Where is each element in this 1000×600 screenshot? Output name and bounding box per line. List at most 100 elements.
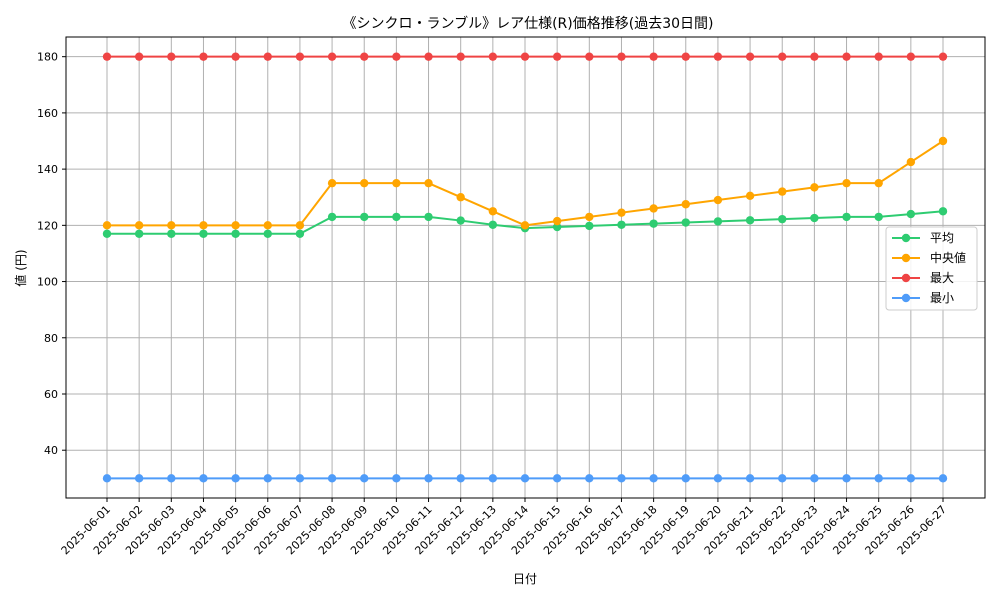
data-point <box>906 157 916 167</box>
data-point <box>231 474 240 483</box>
data-point <box>778 214 787 224</box>
data-point <box>327 52 337 61</box>
data-point <box>295 52 305 61</box>
y-tick-label: 80 <box>44 332 58 345</box>
data-point <box>681 200 690 209</box>
data-point <box>424 178 433 188</box>
data-point <box>713 195 723 205</box>
data-point <box>617 220 626 229</box>
data-point <box>938 474 948 483</box>
data-point <box>938 207 948 216</box>
data-point <box>199 52 208 61</box>
data-point <box>649 204 658 213</box>
data-point <box>102 474 112 483</box>
data-point <box>456 474 465 483</box>
data-point <box>681 52 690 61</box>
y-tick-label: 120 <box>37 219 58 232</box>
data-point <box>456 52 465 61</box>
data-point <box>360 178 369 188</box>
data-point <box>134 52 144 61</box>
data-point <box>102 52 112 61</box>
data-point <box>617 208 626 217</box>
data-point <box>520 221 530 230</box>
data-point <box>745 474 755 483</box>
series-group <box>102 52 948 483</box>
data-point <box>810 213 819 223</box>
data-point <box>745 191 755 201</box>
data-point <box>327 178 337 188</box>
data-point <box>938 136 948 146</box>
data-point <box>263 229 272 238</box>
data-point <box>231 221 240 230</box>
data-point <box>649 474 658 483</box>
data-point <box>456 193 465 202</box>
legend-label: 平均 <box>930 231 954 245</box>
data-point <box>392 52 401 61</box>
data-point <box>842 178 851 188</box>
data-point <box>134 229 144 238</box>
data-point <box>552 216 562 226</box>
data-point <box>552 474 562 483</box>
data-point <box>199 221 208 230</box>
data-point <box>810 474 819 483</box>
data-point <box>360 52 369 61</box>
data-point <box>681 218 690 227</box>
data-point <box>906 52 916 61</box>
legend-label: 最小 <box>930 291 954 305</box>
data-point <box>842 474 851 483</box>
y-axis-label: 値 (円) <box>13 249 28 286</box>
data-point <box>263 474 272 483</box>
data-point <box>263 52 272 61</box>
legend-swatch-marker <box>901 233 911 243</box>
data-point <box>713 52 723 61</box>
data-point <box>263 221 272 230</box>
data-point <box>681 474 690 483</box>
data-point <box>874 52 883 61</box>
data-point <box>713 474 723 483</box>
data-point <box>295 474 305 483</box>
data-point <box>649 219 658 228</box>
data-point <box>585 474 594 483</box>
legend-swatch-marker <box>901 253 911 263</box>
data-point <box>617 474 626 483</box>
legend-swatch-marker <box>901 293 911 303</box>
data-point <box>456 216 465 225</box>
legend-swatch-marker <box>901 273 911 283</box>
data-point <box>585 212 594 222</box>
x-axis: 2025-06-012025-06-022025-06-032025-06-04… <box>59 498 949 557</box>
data-point <box>810 52 819 61</box>
data-point <box>874 178 883 188</box>
data-point <box>360 212 369 222</box>
data-point <box>617 52 626 61</box>
data-point <box>424 212 433 222</box>
legend-box <box>885 226 978 311</box>
legend-label: 最大 <box>930 271 954 285</box>
data-point <box>778 187 787 196</box>
data-point <box>424 52 433 61</box>
y-tick-label: 60 <box>44 388 58 401</box>
data-point <box>102 221 112 230</box>
y-tick-label: 180 <box>37 51 58 64</box>
data-point <box>360 474 369 483</box>
data-point <box>810 183 819 192</box>
legend-label: 中央値 <box>930 250 966 265</box>
data-point <box>585 221 594 231</box>
data-point <box>552 52 562 61</box>
x-axis-label: 日付 <box>513 572 537 586</box>
data-point <box>488 207 498 216</box>
y-axis: 40 60 80 100 120 140 160 180 <box>37 51 66 457</box>
data-point <box>134 474 144 483</box>
data-point <box>199 474 208 483</box>
data-point <box>713 217 723 226</box>
data-point <box>520 52 530 61</box>
data-point <box>199 229 208 238</box>
data-point <box>778 474 787 483</box>
data-point <box>327 474 337 483</box>
data-point <box>102 229 112 238</box>
data-point <box>392 212 401 222</box>
y-tick-label: 140 <box>37 163 58 176</box>
data-point <box>392 474 401 483</box>
data-point <box>231 52 240 61</box>
data-point <box>874 474 883 483</box>
